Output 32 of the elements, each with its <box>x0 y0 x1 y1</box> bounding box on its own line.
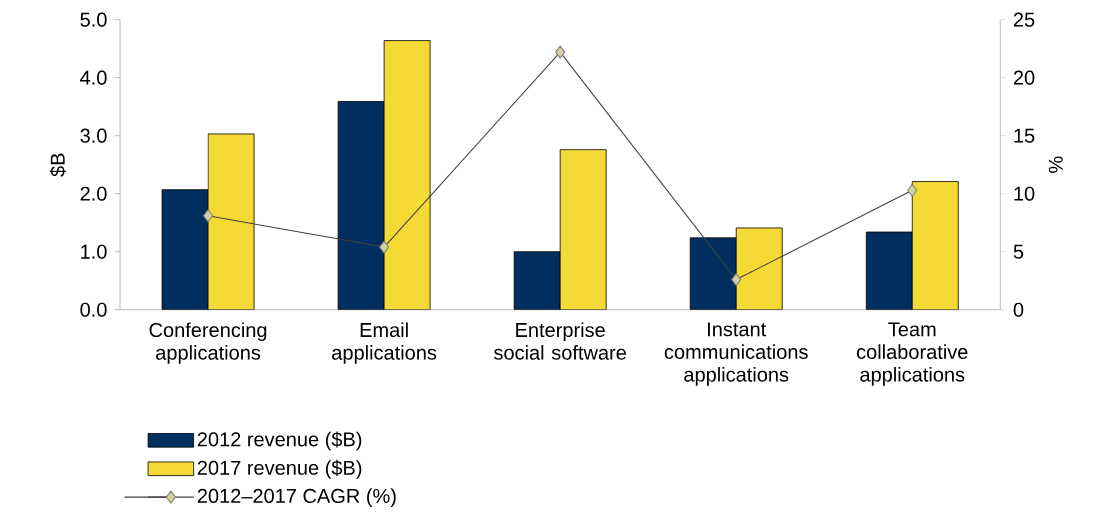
y-tick-label: 0.0 <box>80 302 107 317</box>
bar <box>161 189 209 310</box>
y-axis-title: $B <box>49 153 66 177</box>
y2-axis-title: % <box>1048 156 1063 173</box>
x-tick-label: Conferencing applications <box>149 322 267 364</box>
bar <box>911 181 959 310</box>
bar <box>383 40 431 310</box>
y2-tick-label: 25 <box>1013 12 1035 27</box>
bar <box>689 237 737 310</box>
y2-tick-label: 20 <box>1013 70 1035 85</box>
bar <box>735 227 783 310</box>
y-tick-label: 2.0 <box>80 186 107 201</box>
x-tick-label: Instant communications applications <box>664 322 808 386</box>
bar <box>337 101 385 310</box>
y-tick-label: 3.0 <box>80 128 107 143</box>
x-tick-label: Enterprise social software <box>494 322 626 360</box>
y2-tick-label: 5 <box>1013 244 1024 259</box>
y2-tick-label: 0 <box>1013 302 1024 317</box>
legend-label: 2012 revenue ($B) <box>197 431 362 451</box>
legend-label: 2017 revenue ($B) <box>197 459 362 479</box>
y-tick-label: 4.0 <box>80 70 107 85</box>
y-tick-label: 5.0 <box>80 12 107 27</box>
bar <box>559 149 607 310</box>
y-tick-label: 1.0 <box>81 244 107 259</box>
y2-tick-label: 10 <box>1014 186 1035 201</box>
x-tick-label: Team collaborative applications <box>856 322 968 386</box>
bar <box>513 251 561 310</box>
legend-label: 2012–2017 CAGR (%) <box>197 488 396 508</box>
bar <box>865 231 913 310</box>
x-tick-label: Email applications <box>332 322 437 364</box>
y2-tick-label: 15 <box>1014 128 1035 143</box>
bar <box>207 133 255 310</box>
